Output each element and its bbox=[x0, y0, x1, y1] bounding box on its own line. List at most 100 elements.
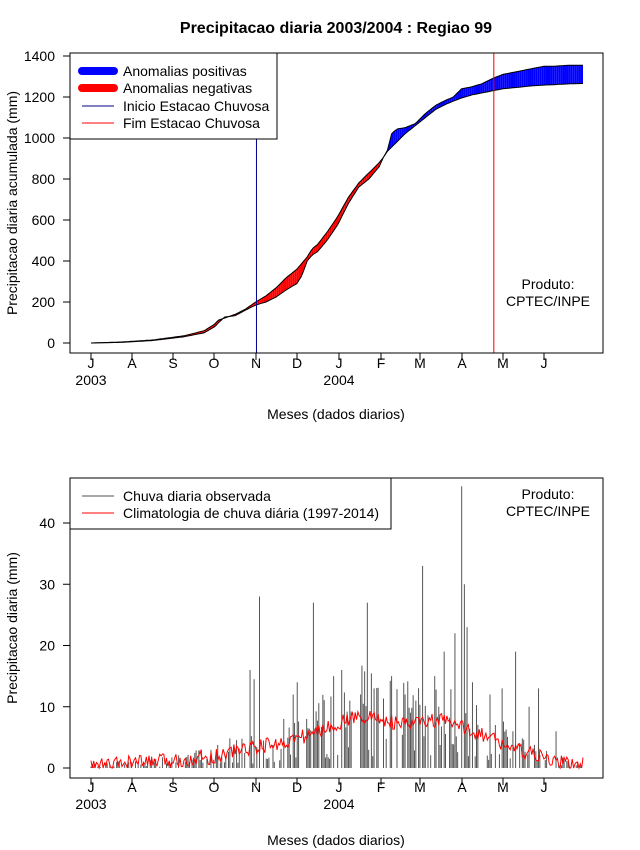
anomaly-segment bbox=[469, 86, 472, 96]
anomaly-segment bbox=[480, 83, 483, 94]
anomaly-segment bbox=[519, 70, 522, 88]
y-tick-label: 800 bbox=[32, 171, 56, 187]
anomaly-segment bbox=[574, 65, 577, 84]
anomaly-segment bbox=[290, 272, 293, 288]
anomaly-segment bbox=[294, 269, 297, 285]
x-tick-label: J bbox=[88, 355, 95, 371]
anomaly-segment bbox=[490, 78, 493, 92]
y-tick-label: 600 bbox=[32, 212, 56, 228]
x-tick-label: D bbox=[292, 355, 302, 371]
y-tick-label: 0 bbox=[47, 335, 55, 351]
x-tick-label: M bbox=[497, 355, 509, 371]
anomaly-segment bbox=[521, 70, 524, 87]
anomaly-segment bbox=[356, 183, 359, 191]
anomaly-segment bbox=[566, 65, 569, 85]
anomaly-segment bbox=[506, 73, 509, 89]
anomaly-segment bbox=[504, 73, 507, 89]
anomaly-segment bbox=[545, 66, 549, 86]
anomaly-segment bbox=[494, 76, 497, 91]
y-tick-label-2: 0 bbox=[47, 760, 55, 776]
anomaly-segment bbox=[541, 66, 544, 86]
anomaly-segment bbox=[286, 275, 289, 290]
anomaly-segment bbox=[572, 65, 575, 84]
anomaly-segment bbox=[463, 87, 466, 98]
y-tick-label-2: 30 bbox=[39, 576, 55, 592]
anomaly-segment bbox=[578, 65, 581, 84]
anomaly-segment bbox=[278, 283, 281, 296]
year-label-2003: 2003 bbox=[75, 372, 106, 388]
anomaly-segment bbox=[558, 65, 561, 85]
anomaly-segment bbox=[313, 246, 316, 255]
legend-label-season-start: Inicio Estacao Chuvosa bbox=[123, 98, 270, 114]
product-note-source-2: CPTEC/INPE bbox=[506, 503, 590, 519]
anomaly-segment bbox=[486, 80, 489, 93]
year-label-2004-b: 2004 bbox=[323, 796, 354, 812]
x-tick-label-2: O bbox=[209, 779, 220, 795]
legend: Anomalias positivas Anomalias negativas … bbox=[69, 52, 278, 140]
anomaly-segment bbox=[268, 292, 271, 301]
anomaly-segment bbox=[502, 74, 505, 89]
anomaly-segment bbox=[552, 66, 555, 85]
anomaly-segment bbox=[488, 79, 491, 92]
product-note-source: CPTEC/INPE bbox=[506, 293, 590, 309]
anomaly-segment bbox=[465, 87, 468, 97]
anomaly-segment bbox=[523, 69, 526, 87]
anomaly-segment bbox=[459, 88, 462, 99]
y-tick-label: 1400 bbox=[24, 48, 55, 64]
anomaly-segment bbox=[280, 281, 283, 295]
anomaly-segment bbox=[517, 71, 520, 88]
x-tick-label-2: J bbox=[88, 779, 95, 795]
anomaly-segment bbox=[473, 85, 476, 95]
legend-label-negative: Anomalias negativas bbox=[123, 80, 252, 96]
anomaly-segment bbox=[352, 188, 355, 198]
anomaly-segment bbox=[513, 71, 516, 88]
x-tick-label: N bbox=[251, 355, 261, 371]
year-label-2003-b: 2003 bbox=[75, 796, 106, 812]
x-tick-label: J bbox=[336, 355, 343, 371]
anomaly-segment bbox=[303, 259, 306, 273]
anomaly-segment bbox=[261, 297, 264, 304]
anomaly-segment bbox=[525, 69, 528, 87]
anomaly-segment bbox=[344, 201, 347, 212]
y-tick-label: 200 bbox=[32, 294, 56, 310]
anomaly-segment bbox=[560, 65, 563, 85]
cumulative-series-group bbox=[90, 53, 583, 353]
x-tick-label-2: D bbox=[292, 779, 302, 795]
product-note-label: Produto: bbox=[522, 276, 575, 292]
anomaly-segment bbox=[451, 97, 454, 102]
x-tick-label-2: J bbox=[336, 779, 343, 795]
x-tick-label: A bbox=[457, 355, 467, 371]
anomaly-segment bbox=[570, 65, 573, 84]
anomaly-segment bbox=[395, 128, 398, 144]
anomaly-segment bbox=[296, 266, 299, 284]
anomaly-segment bbox=[272, 289, 275, 299]
anomaly-segment bbox=[461, 88, 464, 99]
anomaly-segment bbox=[284, 277, 287, 292]
legend-box-2 bbox=[69, 477, 392, 530]
x-axis-title-2: Meses (dados diarios) bbox=[267, 832, 405, 848]
daily-precip-chart: 0 10 20 30 40 J A S O N D J F M A M J 2003 2004 Meses (… bbox=[4, 477, 604, 848]
anomaly-segment bbox=[270, 290, 273, 300]
anomaly-segment bbox=[475, 84, 479, 95]
anomaly-segment bbox=[556, 65, 559, 85]
anomaly-segment bbox=[562, 65, 565, 85]
anomaly-segment bbox=[539, 66, 542, 86]
anomaly-segment bbox=[282, 279, 285, 293]
anomaly-segment bbox=[391, 131, 394, 148]
x-tick-label: S bbox=[168, 355, 177, 371]
anomaly-segment bbox=[496, 76, 499, 91]
anomaly-segment bbox=[399, 128, 402, 140]
anomaly-segment bbox=[508, 72, 511, 89]
anomaly-segment bbox=[298, 264, 301, 281]
anomaly-segment bbox=[527, 69, 530, 87]
anomaly-segment bbox=[274, 287, 277, 298]
x-tick-label-2: S bbox=[168, 779, 177, 795]
y-tick-label-2: 20 bbox=[39, 638, 55, 654]
anomaly-segment bbox=[568, 65, 571, 84]
anomaly-segment bbox=[580, 65, 583, 84]
y-tick-label-2: 10 bbox=[39, 699, 55, 715]
anomaly-segment bbox=[276, 285, 279, 297]
